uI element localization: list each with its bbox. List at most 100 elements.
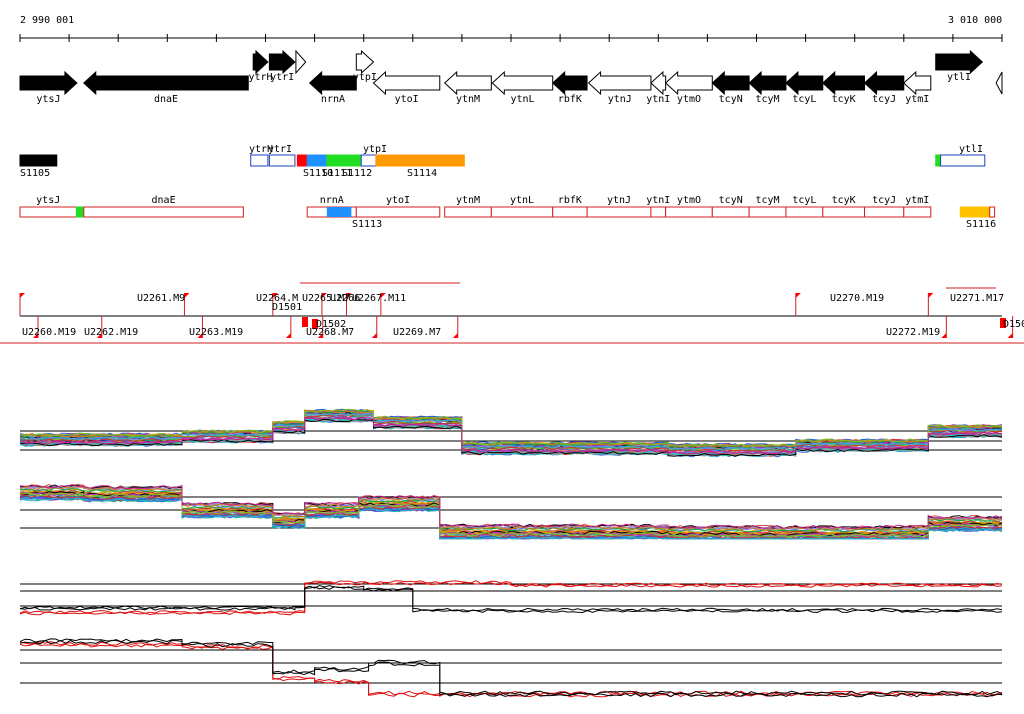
- region-upper-box: [326, 154, 362, 167]
- gene-label-ytnJ: ytnJ: [608, 94, 632, 105]
- tu-label: U2264.M: [256, 293, 298, 304]
- region-lower-box: [355, 206, 441, 218]
- gene-arrow-tcyM: [748, 70, 787, 96]
- tu-label: U2268.M7: [306, 327, 354, 338]
- tu-marker: [346, 293, 352, 298]
- gene-arrow-ytnL: [491, 70, 554, 96]
- profile-line: [19, 484, 1003, 530]
- tu-marker: [452, 333, 458, 338]
- tu-marker: [941, 333, 947, 338]
- tu-marker: [184, 293, 190, 298]
- gene-label-ytpI: ytpI: [353, 72, 377, 83]
- gene-arrow-ytpI: [355, 49, 375, 75]
- gene-arrow-ytnJ: [587, 70, 652, 96]
- profile-line: [19, 419, 1003, 458]
- tu-label: U2271.M17: [950, 293, 1004, 304]
- axis-start-label: 2 990 001: [20, 15, 74, 26]
- gene-label-tcyM: tcyM: [755, 94, 779, 105]
- region-upper-label: S1105: [20, 168, 50, 179]
- gene-arrow-ytmI: [903, 70, 932, 96]
- tu-red-block: [1000, 318, 1006, 328]
- region-lower-label: tcyK: [832, 195, 856, 206]
- region-upper-box: [375, 154, 465, 167]
- region-lower-box: [711, 206, 750, 218]
- region-lower-box: [444, 206, 492, 218]
- region-lower-box: [19, 206, 77, 218]
- region-upper-label: ytpI: [363, 144, 387, 155]
- gene-arrow-ytrI: [268, 49, 296, 75]
- tu-label: U2260.M19: [22, 327, 76, 338]
- axis-ticks: [19, 34, 1003, 42]
- gene-arrow-ytsJ: [19, 70, 78, 96]
- region-lower-label: rbfK: [558, 195, 582, 206]
- gene-arrow-ytrH: [252, 49, 269, 75]
- region-upper-box: [360, 154, 377, 167]
- gene-label-tcyJ: tcyJ: [872, 94, 896, 105]
- region-lower-label: tcyL: [792, 195, 816, 206]
- gene-arrow-dnaE: [83, 70, 249, 96]
- gene-arrow-ytoI: [372, 70, 441, 96]
- region-lower-label: tcyJ: [872, 195, 896, 206]
- region-upper-box: [306, 154, 328, 167]
- region-upper-label: S1111: [322, 168, 352, 179]
- tu-label: D150: [1003, 319, 1024, 330]
- region-upper-label: S1110: [303, 168, 333, 179]
- profile-line: [19, 412, 1003, 451]
- gene-arrow-ytlI: [935, 49, 984, 75]
- summary-panel: [19, 638, 1003, 698]
- gene-label-tcyK: tcyK: [832, 94, 856, 105]
- region-upper-label: ytlI: [959, 144, 983, 155]
- tu-marker: [20, 293, 25, 298]
- region-lower-label: ytnM: [456, 195, 480, 206]
- region-lower-box: [665, 206, 713, 218]
- gene-arrow-small1: [295, 49, 307, 75]
- summary-line: [19, 642, 1003, 698]
- tu-marker: [1007, 333, 1013, 338]
- gene-label-ytoI: ytoI: [395, 94, 419, 105]
- tu-label: D1501: [272, 302, 302, 313]
- gene-label-dnaE: dnaE: [154, 94, 178, 105]
- tu-marker: [197, 333, 203, 338]
- summary-line: [19, 638, 1003, 696]
- tu-marker: [317, 333, 323, 338]
- gene-label-tcyN: tcyN: [719, 94, 743, 105]
- region-lower-box: [822, 206, 866, 218]
- region-track-lower: ytsJ dnaE nrnA ytoI ytnM ytnL rbfK ytnJ ytnI ytmO…: [19, 195, 996, 230]
- region-lower-label: ytnL: [510, 195, 534, 206]
- tu-label: U2266: [330, 293, 360, 304]
- region-upper-box: [250, 154, 269, 167]
- region-upper-box: [19, 154, 58, 167]
- gene-label-rbfK: rbfK: [558, 94, 582, 105]
- gene-label-ytrI: ytrI: [270, 72, 294, 83]
- tu-label: U2269.M7: [393, 327, 441, 338]
- region-lower-box: [903, 206, 932, 218]
- gene-arrow-tcyL: [785, 70, 824, 96]
- expression-panels: [19, 408, 1003, 698]
- tu-marker: [380, 293, 386, 298]
- region-lower-box: [785, 206, 824, 218]
- profile-panel: [19, 484, 1003, 540]
- region-lower-label: nrnA: [320, 195, 344, 206]
- gene-arrow-tcyN: [711, 70, 750, 96]
- summary-line: [19, 639, 1003, 698]
- tu-marker: [371, 333, 377, 338]
- tu-label: U2263.M19: [189, 327, 243, 338]
- tu-label: U2270.M19: [830, 293, 884, 304]
- profile-line: [19, 418, 1003, 457]
- region-lower-label: ytnI: [646, 195, 670, 206]
- tu-label: D1502: [316, 319, 346, 330]
- tu-label: U2262.M19: [84, 327, 138, 338]
- gene-label-ytmO: ytmO: [677, 94, 701, 105]
- region-lower-label: ytmO: [677, 195, 701, 206]
- region-upper-box: [268, 154, 296, 167]
- gene-arrow-tcyJ: [863, 70, 905, 96]
- region-lower-box: [959, 206, 991, 218]
- gene-arrow-nrnA: [308, 70, 357, 96]
- region-lower-box: [552, 206, 588, 218]
- tu-marker: [96, 333, 102, 338]
- region-lower-box: [490, 206, 554, 218]
- region-lower-box: [75, 206, 85, 218]
